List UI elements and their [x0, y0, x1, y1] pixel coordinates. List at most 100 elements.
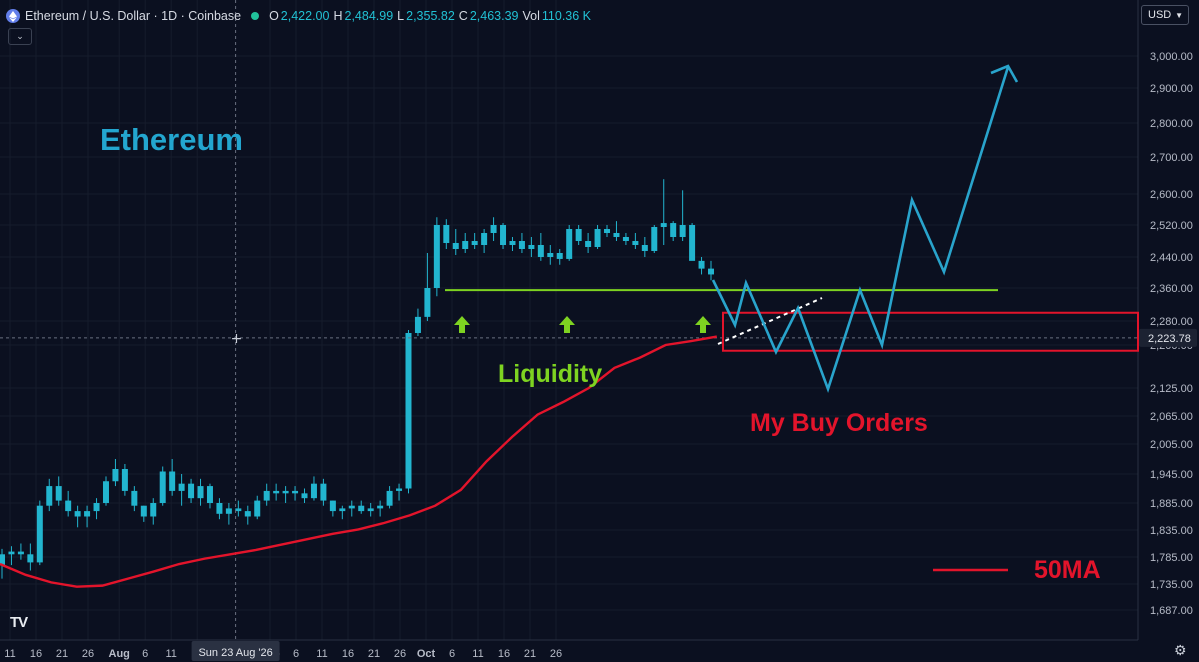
candle-body [443, 225, 450, 243]
candle-body [263, 490, 270, 501]
candle-body [585, 241, 592, 247]
candle-body [670, 223, 677, 237]
candle-body [594, 229, 601, 247]
price-tick-label: 2,520.00 [1150, 220, 1193, 232]
candle-body [528, 245, 535, 249]
candle-body [329, 500, 336, 512]
price-tick-label: 2,065.00 [1150, 411, 1193, 423]
projection-path [711, 66, 1010, 393]
candle-body [206, 486, 213, 503]
overlays: + [0, 0, 1139, 640]
price-tick-label: 2,125.00 [1150, 383, 1193, 395]
currency-select[interactable]: USD ▼ [1141, 5, 1189, 25]
candle-body [566, 229, 573, 259]
candle-body [301, 493, 308, 499]
candle-body [121, 469, 128, 491]
candles [0, 179, 714, 579]
candle-body [339, 508, 346, 512]
candle-body [0, 554, 5, 566]
candle-body [235, 508, 242, 512]
candle-body [604, 229, 611, 233]
projection-arrowhead [990, 64, 1019, 83]
candle-body [169, 471, 176, 491]
high-value: 2,484.99 [344, 9, 394, 23]
liquidity-arrow-icon [454, 316, 470, 333]
price-tick-label: 2,440.00 [1150, 252, 1193, 264]
price-tick-label: 2,280.00 [1150, 316, 1193, 328]
candle-body [490, 225, 497, 233]
candle-body [159, 471, 166, 503]
candle-body [310, 483, 317, 499]
ethereum-logo-icon [6, 9, 20, 23]
price-tick-label: 2,600.00 [1150, 189, 1193, 201]
candle-body [405, 333, 412, 489]
price-tick-label: 2,360.00 [1150, 283, 1193, 295]
liquidity-annotation: Liquidity [498, 360, 602, 388]
candle-body [244, 511, 251, 517]
time-tick-label: 11 [316, 648, 327, 660]
candle-body [102, 481, 109, 503]
chevron-down-icon: ⌄ [16, 31, 24, 41]
candle-body [292, 490, 299, 494]
candle-body [651, 227, 658, 251]
open-label: O [269, 9, 279, 23]
candle-body [55, 486, 62, 501]
time-tick-label: 6 [142, 648, 148, 660]
candle-body [150, 503, 157, 517]
price-tick-label: 2,800.00 [1150, 118, 1193, 130]
candle-body [396, 488, 403, 491]
candle-body [622, 237, 629, 241]
symbol-title[interactable]: Ethereum / U.S. Dollar · 1D · Coinbase [25, 9, 242, 23]
close-value: 2,463.39 [469, 9, 519, 23]
price-tick-label: 1,785.00 [1150, 552, 1193, 564]
candle-body [273, 490, 280, 494]
candle-body [8, 551, 15, 555]
low-value: 2,355.82 [406, 9, 455, 23]
price-tick-label: 1,885.00 [1150, 498, 1193, 510]
price-tick-label: 1,687.00 [1150, 605, 1193, 617]
candle-body [537, 245, 544, 257]
candle-body [112, 469, 119, 482]
time-tick-label: Oct [417, 648, 436, 660]
time-tick-label: Aug [109, 648, 130, 660]
price-tick-label: 3,000.00 [1150, 51, 1193, 63]
volume-label: Vol [522, 9, 540, 23]
crosshair-date-tag [191, 641, 280, 661]
collapse-legend-button[interactable]: ⌄ [8, 28, 32, 45]
candle-body [84, 511, 91, 517]
grid [0, 0, 1138, 640]
candle-body [632, 241, 639, 245]
close-label: C [458, 9, 468, 23]
candle-body [282, 490, 289, 494]
time-tick-label: 21 [368, 648, 380, 660]
title-annotation: Ethereum [100, 122, 243, 157]
chevron-down-icon: ▼ [1175, 10, 1183, 20]
price-tick-label: 2,700.00 [1150, 152, 1193, 164]
candle-body [74, 511, 81, 517]
candle-body [641, 245, 648, 251]
dashed-trendline [717, 297, 823, 345]
time-tick-label: 26 [394, 648, 406, 660]
candle-body [320, 483, 327, 501]
last-price-tag [1139, 328, 1197, 347]
candle-body [424, 288, 431, 317]
time-tick-label: 11 [165, 648, 176, 660]
time-tick-label: 6 [449, 648, 455, 660]
candle-body [547, 253, 554, 257]
open-value: 2,422.00 [280, 9, 330, 23]
candle-body [36, 505, 43, 563]
candle-body [481, 233, 488, 245]
candle-body [178, 483, 185, 491]
currency-value: USD [1148, 9, 1172, 21]
buy-zone-box [722, 311, 1139, 352]
price-tick-label: 2,005.00 [1150, 439, 1193, 451]
time-tick-label: 21 [56, 648, 68, 660]
candle-body [660, 223, 667, 227]
gear-icon[interactable]: ⚙ [1174, 642, 1187, 658]
price-tick-label: 1,945.00 [1150, 469, 1193, 481]
ma50-legend-label: 50MA [1034, 556, 1101, 584]
candle-body [433, 225, 440, 288]
market-status-icon [251, 12, 260, 20]
time-tick-label: 6 [293, 648, 299, 660]
